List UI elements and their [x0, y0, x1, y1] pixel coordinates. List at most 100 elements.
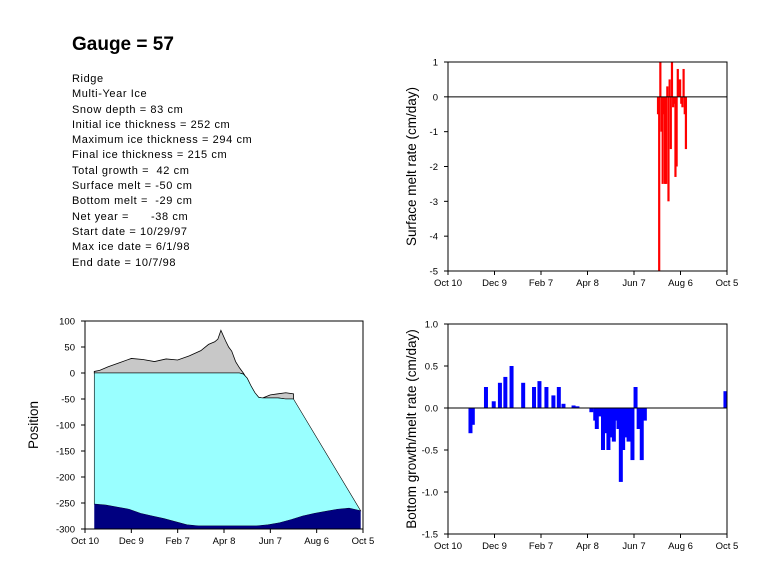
bar	[661, 96, 664, 184]
x-tick-label: Feb 7	[529, 541, 553, 552]
bar	[491, 401, 496, 408]
bar	[681, 96, 684, 108]
bar	[642, 408, 647, 421]
bar	[611, 408, 616, 442]
x-tick-label: Apr 8	[576, 278, 599, 289]
x-tick-label: Aug 6	[668, 278, 693, 289]
y-tick-label: 0	[70, 369, 75, 380]
y-tick-label: -4	[430, 232, 438, 243]
y-tick-label: -50	[61, 395, 75, 406]
y-tick-label: 1	[433, 58, 438, 69]
y-tick-label: -3	[430, 197, 438, 208]
y-tick-label: -1.5	[422, 530, 438, 541]
y-axis-label: Position	[26, 401, 41, 449]
axis-frame	[447, 323, 728, 535]
x-tick-label: Jun 7	[622, 278, 645, 289]
y-tick-label: -300	[56, 525, 75, 536]
water-area	[94, 504, 361, 529]
bar	[639, 408, 644, 461]
y-tick-label: -1.0	[422, 488, 438, 499]
bar	[606, 408, 611, 450]
bar	[571, 405, 576, 408]
y-tick-label: 100	[59, 317, 75, 328]
y-tick-label: -100	[56, 421, 75, 432]
bar	[662, 96, 665, 115]
info-line: Initial ice thickness = 252 cm	[72, 118, 231, 131]
bar	[636, 408, 641, 429]
info-line: Start date = 10/29/97	[72, 225, 188, 238]
info-line: Ridge	[72, 73, 104, 85]
info-line: Max ice date = 6/1/98	[72, 241, 191, 254]
bar	[614, 408, 619, 421]
bar	[594, 408, 599, 429]
bar	[556, 387, 561, 408]
bar	[673, 96, 676, 104]
bar	[468, 408, 473, 434]
info-line: Maximum ice thickness = 294 cm	[72, 134, 253, 147]
bar	[483, 387, 488, 408]
page-title: Gauge = 57	[72, 34, 174, 55]
bar	[669, 96, 672, 150]
x-tick-label: Aug 6	[304, 536, 329, 547]
info-line: Multi-Year Ice	[72, 88, 148, 101]
y-tick-label: -0.5	[422, 446, 438, 457]
x-tick-label: Dec 9	[119, 536, 144, 547]
y-tick-label: -2	[430, 162, 438, 173]
bar	[503, 376, 508, 408]
info-line: Bottom melt = -29 cm	[72, 195, 193, 208]
info-line: Final ice thickness = 215 cm	[72, 149, 228, 162]
info-line: End date = 10/7/98	[72, 256, 177, 269]
x-tick-label: Feb 7	[166, 536, 190, 547]
y-axis-label: Bottom growth/melt rate (cm/day)	[404, 329, 419, 529]
bar	[656, 96, 660, 115]
info-line: Net year = -38 cm	[72, 210, 189, 223]
bar	[684, 96, 688, 150]
bar	[621, 408, 626, 450]
bar	[601, 408, 605, 450]
bar	[532, 387, 537, 408]
bar	[597, 408, 602, 417]
bar	[683, 96, 686, 115]
bar	[663, 96, 667, 184]
y-axis-label: Surface melt rate (cm/day)	[404, 87, 419, 246]
y-tick-label: 50	[64, 343, 75, 354]
bar	[521, 382, 526, 408]
x-tick-label: Oct 5	[716, 541, 739, 552]
bar	[667, 96, 670, 202]
y-tick-label: 0	[433, 92, 438, 103]
bar	[672, 96, 675, 108]
bar	[561, 403, 566, 408]
y-tick-label: 1.0	[425, 320, 438, 331]
bar	[509, 366, 514, 408]
info-line: Snow depth = 83 cm	[72, 103, 184, 116]
bar	[575, 406, 580, 408]
info-line: Surface melt = -50 cm	[72, 180, 193, 193]
x-tick-label: Oct 10	[434, 541, 462, 552]
bar	[537, 381, 542, 408]
bar	[623, 408, 628, 438]
y-tick-label: -1	[430, 127, 438, 138]
x-tick-label: Feb 7	[529, 278, 553, 289]
x-tick-label: Apr 8	[213, 536, 236, 547]
bar	[633, 387, 638, 408]
x-tick-label: Jun 7	[622, 541, 645, 552]
bar	[616, 408, 621, 429]
x-tick-label: Dec 9	[482, 278, 507, 289]
bar	[680, 96, 683, 104]
bar	[497, 382, 502, 408]
bar	[659, 62, 662, 97]
bar	[618, 408, 623, 482]
bar	[679, 79, 682, 97]
y-tick-label: 0.0	[425, 404, 438, 415]
bar	[675, 96, 678, 167]
gauge-info-list: Ridge Multi-Year Ice Snow depth = 83 cm Ini…	[72, 72, 252, 271]
x-tick-label: Oct 5	[352, 536, 375, 547]
bar	[682, 68, 685, 97]
x-tick-label: Aug 6	[668, 541, 693, 552]
bar	[666, 86, 669, 97]
x-tick-label: Dec 9	[482, 541, 507, 552]
y-tick-label: -250	[56, 499, 75, 510]
y-tick-label: 0.5	[425, 362, 438, 373]
axis-frame	[447, 61, 728, 272]
